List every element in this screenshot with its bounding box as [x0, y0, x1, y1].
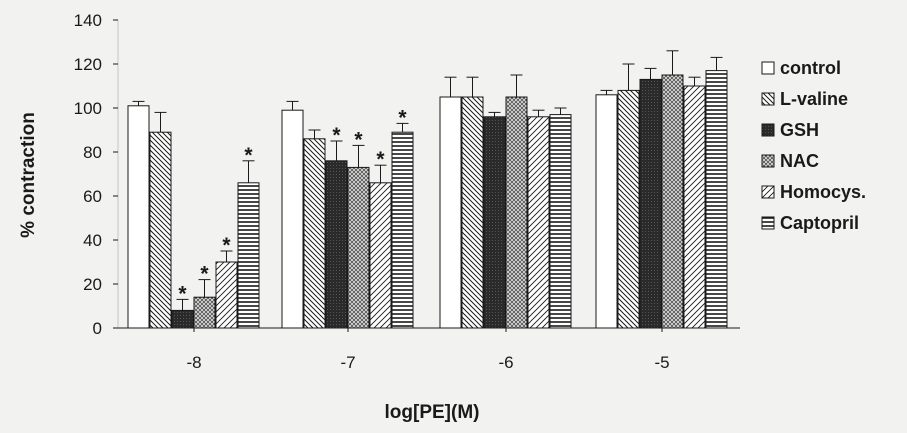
significance-marker: * — [376, 148, 385, 171]
legend-label: Homocys. — [780, 182, 866, 202]
bar — [281, 109, 304, 329]
y-tick-label: 140 — [74, 11, 102, 30]
significance-marker: * — [222, 234, 231, 257]
bar — [549, 114, 572, 329]
legend-swatch — [761, 61, 775, 75]
significance-marker: * — [244, 144, 253, 167]
significance-marker: * — [398, 106, 407, 129]
y-tick-label: 20 — [83, 275, 102, 294]
bar — [347, 166, 370, 329]
y-tick-label: 0 — [93, 319, 102, 338]
bar — [683, 85, 706, 329]
bar — [595, 94, 618, 329]
significance-marker: * — [332, 124, 341, 147]
bar — [391, 131, 414, 329]
bar — [193, 296, 216, 329]
bar — [639, 78, 662, 329]
y-axis-label: % contraction — [18, 112, 39, 238]
legend-label: NAC — [780, 151, 819, 171]
bar — [661, 74, 684, 329]
legend-swatch — [761, 216, 775, 230]
bar — [527, 116, 550, 329]
legend-label: GSH — [780, 120, 819, 140]
bar — [705, 70, 728, 329]
axes: 0 20 40 60 80 100 120 140 -8 -7 -6 -5 — [74, 11, 740, 372]
legend-swatch — [761, 92, 775, 106]
bar — [505, 96, 528, 329]
bar — [369, 182, 392, 329]
significance-marker: * — [200, 263, 209, 286]
y-tick-label: 100 — [74, 99, 102, 118]
bar — [127, 105, 150, 329]
legend-swatch — [761, 123, 775, 137]
significance-marker: * — [178, 282, 187, 305]
legend-swatch — [761, 185, 775, 199]
bar — [325, 160, 348, 329]
legend-label: L-valine — [780, 89, 848, 109]
x-tick-label: -7 — [340, 353, 355, 372]
x-tick-label: -6 — [498, 353, 513, 372]
y-tick-label: 40 — [83, 231, 102, 250]
bar — [171, 309, 194, 329]
bars-layer: * * * * * * * * — [127, 50, 728, 329]
bar — [303, 138, 326, 329]
bar — [483, 116, 506, 329]
legend: control L-valine GSH NAC Homocys. Captopril — [761, 58, 866, 233]
y-tick-label: 120 — [74, 55, 102, 74]
legend-swatch — [761, 154, 775, 168]
legend-label: Captopril — [780, 213, 859, 233]
bar — [461, 96, 484, 329]
bar — [439, 96, 462, 329]
y-tick-label: 60 — [83, 187, 102, 206]
x-tick-label: -8 — [186, 353, 201, 372]
legend-label: control — [780, 58, 841, 78]
bar — [215, 261, 238, 329]
y-tick-label: 80 — [83, 143, 102, 162]
x-axis-label: log[PE](M) — [385, 402, 480, 423]
significance-marker: * — [354, 128, 363, 151]
x-tick-label: -5 — [654, 353, 669, 372]
bar — [237, 182, 260, 329]
bar — [149, 131, 172, 329]
bar — [617, 89, 640, 329]
